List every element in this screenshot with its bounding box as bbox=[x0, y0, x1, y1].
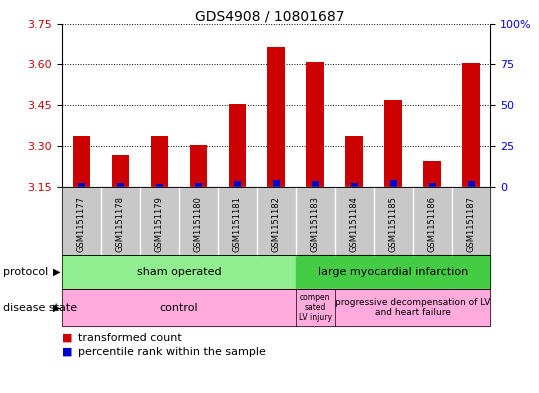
Bar bbox=[467, 181, 474, 187]
Bar bbox=[229, 104, 246, 187]
Bar bbox=[429, 183, 436, 187]
Bar bbox=[73, 136, 90, 187]
Bar bbox=[312, 181, 319, 187]
Text: ▶: ▶ bbox=[53, 267, 60, 277]
Bar bbox=[267, 47, 285, 187]
Text: sham operated: sham operated bbox=[136, 267, 221, 277]
Text: control: control bbox=[160, 303, 198, 312]
Bar bbox=[112, 155, 129, 187]
Text: GSM1151184: GSM1151184 bbox=[350, 196, 358, 252]
Bar bbox=[234, 181, 241, 187]
Bar bbox=[462, 63, 480, 187]
Bar bbox=[78, 184, 85, 187]
Bar bbox=[345, 136, 363, 187]
Bar bbox=[351, 184, 358, 187]
Text: GSM1151187: GSM1151187 bbox=[467, 196, 475, 252]
Text: protocol: protocol bbox=[3, 267, 48, 277]
Text: GSM1151179: GSM1151179 bbox=[155, 196, 164, 252]
Text: large myocardial infarction: large myocardial infarction bbox=[318, 267, 468, 277]
Text: ■: ■ bbox=[62, 333, 72, 343]
Text: GSM1151185: GSM1151185 bbox=[389, 196, 398, 252]
Bar bbox=[423, 161, 441, 187]
Text: GSM1151183: GSM1151183 bbox=[310, 196, 320, 252]
Text: disease state: disease state bbox=[3, 303, 77, 312]
Text: GSM1151186: GSM1151186 bbox=[427, 196, 437, 252]
Text: GSM1151181: GSM1151181 bbox=[233, 196, 242, 252]
Text: percentile rank within the sample: percentile rank within the sample bbox=[78, 347, 266, 357]
Bar bbox=[156, 184, 163, 187]
Bar bbox=[384, 100, 402, 187]
Bar bbox=[190, 145, 207, 187]
Text: GSM1151178: GSM1151178 bbox=[116, 196, 125, 252]
Bar bbox=[195, 183, 202, 187]
Text: GSM1151182: GSM1151182 bbox=[272, 196, 281, 252]
Text: ■: ■ bbox=[62, 347, 72, 357]
Text: ▶: ▶ bbox=[53, 303, 60, 312]
Bar bbox=[307, 62, 324, 187]
Text: GSM1151180: GSM1151180 bbox=[194, 196, 203, 252]
Bar bbox=[150, 136, 168, 187]
Bar bbox=[273, 180, 280, 187]
Text: GDS4908 / 10801687: GDS4908 / 10801687 bbox=[195, 10, 344, 24]
Bar bbox=[117, 184, 124, 187]
Text: progressive decompensation of LV
and heart failure: progressive decompensation of LV and hea… bbox=[335, 298, 490, 317]
Text: GSM1151177: GSM1151177 bbox=[77, 196, 86, 252]
Text: compen
sated
LV injury: compen sated LV injury bbox=[299, 293, 331, 322]
Text: transformed count: transformed count bbox=[78, 333, 182, 343]
Bar bbox=[390, 180, 397, 187]
